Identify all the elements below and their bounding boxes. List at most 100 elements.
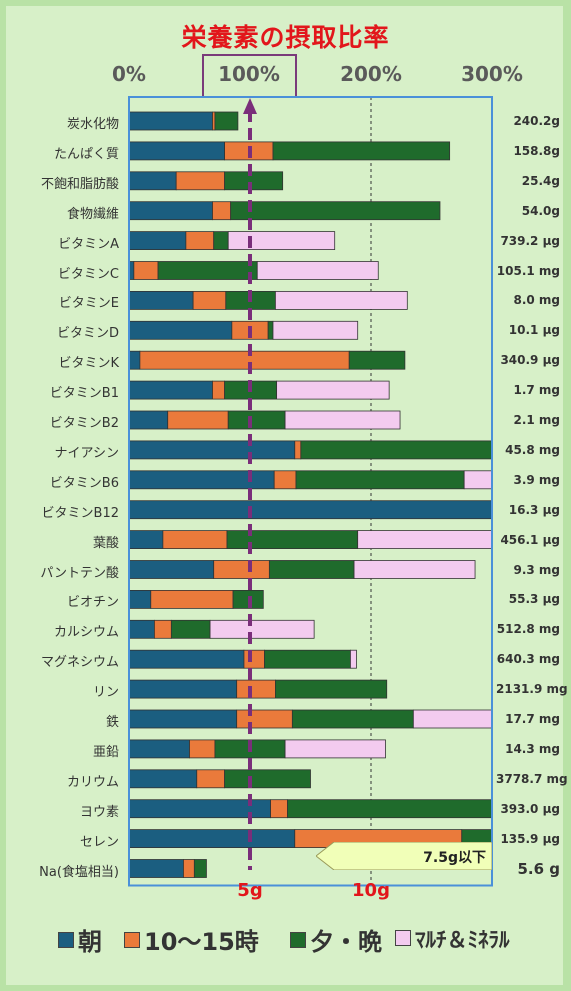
bar-segment xyxy=(196,769,225,789)
bar-segment xyxy=(270,799,288,819)
category-label: マグネシウム xyxy=(40,655,119,671)
bar-segment xyxy=(268,560,355,579)
legend-swatch-evening xyxy=(290,932,306,948)
bar-segment xyxy=(213,560,270,579)
category-label: たんぱく質 xyxy=(53,146,119,162)
bar-segment xyxy=(294,440,302,460)
bar-segment xyxy=(128,829,296,848)
legend-item-midday: 10～15時 xyxy=(124,922,259,957)
amount-label: 45.8 mg xyxy=(505,442,560,457)
bar-segment xyxy=(128,201,213,221)
bar-segment xyxy=(226,530,359,549)
bar-segment xyxy=(193,859,207,878)
bar-segment xyxy=(162,530,228,549)
category-label: ビタミンB1 xyxy=(49,386,119,402)
bar-segment xyxy=(273,470,297,490)
bar-segment xyxy=(224,171,284,191)
bar-segment xyxy=(264,649,351,669)
category-label: ビタミンB6 xyxy=(49,475,119,491)
amount-label: 456.1 μg xyxy=(500,532,560,547)
legend-swatch-breakfast xyxy=(58,932,74,948)
bar-segment xyxy=(128,859,184,878)
bar-segment xyxy=(128,590,152,609)
legend-swatch-midday xyxy=(124,932,140,948)
bar-segment xyxy=(128,769,198,789)
target-100-arrowhead xyxy=(243,98,257,114)
bar-segment xyxy=(272,141,451,161)
category-label: セレン xyxy=(79,834,119,850)
bar-segment xyxy=(212,201,232,221)
bar-segment xyxy=(291,709,414,729)
axis-tick-100: 100% xyxy=(218,62,280,86)
bar-segment xyxy=(128,619,155,639)
legend: 朝 10～15時 夕・晩 ﾏﾙﾁ＆ﾐﾈﾗﾙ xyxy=(0,922,571,962)
bar-segment xyxy=(128,470,275,490)
bar-segment xyxy=(133,261,159,280)
bar-segment xyxy=(236,679,276,699)
amount-label: 17.7 mg xyxy=(505,712,560,726)
amount-label: 5.6 g xyxy=(517,859,560,878)
category-label: 不飽和脂肪酸 xyxy=(40,176,119,192)
axis-tick-0: 0% xyxy=(112,62,146,86)
category-label: 葉酸 xyxy=(92,535,119,551)
bar-segment xyxy=(183,859,195,878)
amount-label: 8.0 mg xyxy=(513,293,560,308)
legend-item-breakfast: 朝 xyxy=(58,922,102,957)
bar-segment xyxy=(128,290,194,310)
bar-segment xyxy=(350,649,357,669)
bar-segment xyxy=(175,171,225,191)
salt-axis-tick-5g: 5g xyxy=(237,880,263,901)
bar-segment xyxy=(227,231,336,251)
bar-segment xyxy=(139,350,350,370)
category-label: ビタミンC xyxy=(57,266,119,282)
bar-segment xyxy=(357,530,493,549)
bar-segment xyxy=(154,619,172,639)
plot-frame xyxy=(128,96,493,887)
legend-item-supplement: ﾏﾙﾁ＆ﾐﾈﾗﾙ xyxy=(395,924,510,954)
bar-segment xyxy=(128,440,296,460)
category-label: ビタミンB2 xyxy=(49,416,119,431)
amount-label: 25.4g xyxy=(521,173,560,188)
salt-limit-label: 7.5g以下 xyxy=(423,850,486,866)
amount-label: 739.2 μg xyxy=(500,233,560,248)
bar-segment xyxy=(256,261,379,280)
bar-segment xyxy=(128,380,213,400)
category-label: Na(食塩相当) xyxy=(39,864,119,880)
chart-background xyxy=(6,6,563,985)
bar-segment xyxy=(167,410,229,430)
bar-segment xyxy=(236,709,293,729)
bar-segment xyxy=(128,560,215,579)
chart-title: 栄養素の摂取比率 xyxy=(181,23,390,52)
category-label: ビタミンD xyxy=(56,326,119,342)
amount-label: 16.3 μg xyxy=(508,502,560,517)
bar-segment xyxy=(128,171,177,191)
bar-segment xyxy=(189,739,216,759)
bar-segment xyxy=(150,590,234,609)
bar-segment xyxy=(227,410,286,430)
legend-label-supplement: ﾏﾙﾁ＆ﾐﾈﾗﾙ xyxy=(415,928,510,952)
legend-swatch-supplement xyxy=(395,930,411,946)
amount-label: 55.3 μg xyxy=(508,592,560,607)
bar-segment xyxy=(295,470,465,490)
axis-tick-200: 200% xyxy=(340,62,402,86)
category-label: 亜鉛 xyxy=(92,744,119,760)
bar-segment xyxy=(128,231,187,251)
amount-label: 135.9 μg xyxy=(500,831,560,846)
bar-segment xyxy=(276,380,390,400)
amount-label: 158.8g xyxy=(513,143,560,158)
category-label: カリウム xyxy=(66,774,119,790)
category-label: カルシウム xyxy=(53,625,119,641)
amount-label: 1.7 mg xyxy=(513,383,560,398)
bar-segment xyxy=(128,141,225,161)
amount-label: 3.9 mg xyxy=(513,472,560,487)
amount-label: 340.9 μg xyxy=(500,353,560,368)
bar-segment xyxy=(284,739,386,759)
category-label: リン xyxy=(92,685,119,701)
bar-segment xyxy=(128,649,245,669)
bar-segment xyxy=(300,440,493,460)
bar-segment xyxy=(213,231,229,251)
bar-segment xyxy=(224,769,311,789)
category-label: ヨウ素 xyxy=(79,804,119,820)
bar-segment xyxy=(128,739,190,759)
bar-segment xyxy=(128,350,141,370)
